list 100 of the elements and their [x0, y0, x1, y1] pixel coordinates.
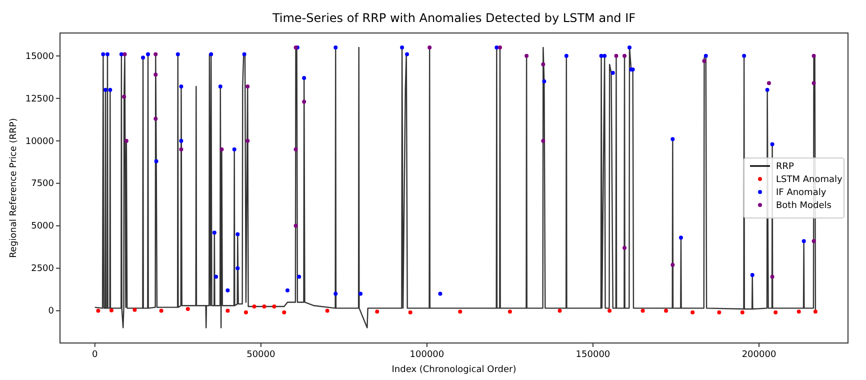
point — [252, 304, 256, 308]
point — [122, 94, 126, 99]
point — [218, 84, 222, 89]
point — [670, 262, 675, 267]
x-tick-label: 200000 — [742, 350, 776, 360]
point — [302, 76, 306, 80]
point — [154, 72, 158, 77]
point — [179, 147, 184, 152]
point — [242, 52, 246, 56]
point — [108, 88, 112, 92]
y-tick-label: 12500 — [25, 94, 54, 104]
point — [334, 45, 338, 50]
point — [766, 81, 771, 86]
y-tick-label: 15000 — [25, 52, 54, 62]
point — [812, 81, 816, 86]
point — [105, 52, 110, 56]
point — [614, 54, 618, 58]
point — [704, 54, 708, 58]
point — [742, 54, 746, 58]
point — [101, 52, 106, 56]
legend-label: LSTM Anomaly — [776, 175, 843, 185]
point — [212, 230, 216, 235]
point — [272, 304, 276, 308]
point — [770, 274, 774, 279]
point — [494, 45, 499, 50]
y-tick-label: 2500 — [31, 264, 54, 274]
point — [740, 310, 744, 314]
point — [765, 88, 770, 92]
point — [186, 307, 190, 312]
point — [176, 52, 180, 56]
y-tick-label: 7500 — [31, 179, 54, 190]
legend-label: Both Models — [776, 201, 832, 211]
legend-label: RRP — [776, 162, 795, 172]
point — [610, 70, 615, 75]
point — [622, 54, 627, 58]
point — [438, 292, 442, 296]
point — [640, 308, 645, 313]
point — [498, 45, 502, 50]
point — [159, 308, 164, 313]
point — [154, 159, 158, 164]
legend-label: IF Anomaly — [776, 188, 827, 198]
point — [770, 142, 774, 146]
point — [622, 246, 627, 250]
point — [232, 147, 236, 152]
point — [358, 292, 363, 296]
point — [628, 45, 632, 50]
point — [179, 84, 184, 89]
y-tick-label: 10000 — [25, 136, 54, 147]
y-tick-label: 5000 — [31, 222, 54, 232]
point — [812, 54, 816, 58]
point — [812, 239, 816, 244]
x-tick-label: 50000 — [246, 350, 276, 360]
point — [220, 147, 224, 152]
point — [813, 310, 818, 314]
x-tick-label: 100000 — [410, 350, 444, 360]
point — [428, 45, 432, 50]
point — [236, 266, 240, 270]
point — [96, 308, 100, 313]
point — [678, 236, 683, 240]
point — [302, 100, 306, 104]
x-axis-title: Index (Chronological Order) — [392, 365, 516, 375]
point — [226, 308, 230, 313]
point — [608, 308, 612, 313]
point — [802, 239, 806, 244]
point — [236, 232, 240, 236]
point — [122, 52, 127, 56]
point — [297, 274, 302, 279]
point — [408, 310, 412, 314]
point — [244, 310, 248, 314]
point — [400, 45, 404, 50]
point — [226, 288, 230, 292]
point — [209, 52, 214, 56]
y-tick-label: 0 — [48, 306, 54, 317]
point — [564, 54, 568, 58]
point — [325, 308, 330, 313]
point — [375, 310, 380, 314]
point — [796, 310, 801, 314]
point — [154, 52, 158, 56]
point — [458, 310, 462, 314]
point — [542, 79, 546, 84]
x-tick-label: 150000 — [576, 350, 610, 360]
point — [750, 273, 754, 278]
point — [214, 274, 218, 279]
point — [132, 308, 137, 312]
point — [774, 310, 778, 314]
point — [664, 308, 668, 313]
point — [246, 138, 250, 143]
point — [602, 54, 607, 58]
point — [246, 84, 250, 89]
x-tick-label: 0 — [92, 350, 98, 360]
point — [282, 310, 286, 314]
point — [334, 292, 338, 296]
point — [103, 88, 108, 92]
chart-title: Time-Series of RRP with Anomalies Detected by LSTM and IF — [271, 11, 636, 25]
point — [717, 310, 722, 314]
point — [541, 138, 546, 143]
point — [119, 52, 124, 56]
point — [109, 308, 114, 312]
point — [294, 147, 298, 152]
point — [558, 308, 562, 313]
